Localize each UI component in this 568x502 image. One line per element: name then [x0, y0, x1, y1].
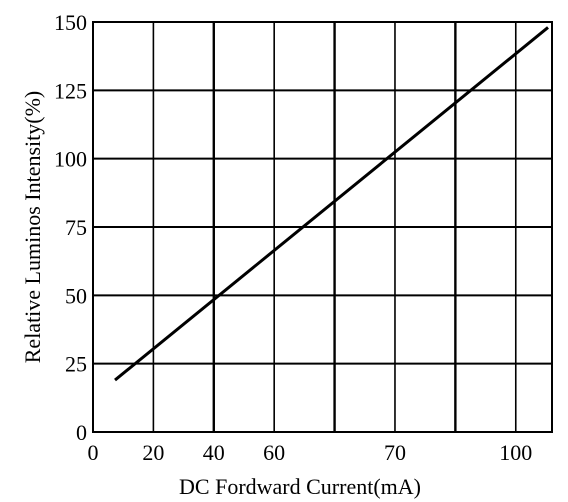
- x-tick-label-1: 20: [142, 440, 164, 465]
- x-axis-label: DC Fordward Current(mA): [179, 474, 421, 499]
- y-tick-label-3: 75: [65, 215, 87, 240]
- x-tick-label-0: 0: [88, 440, 99, 465]
- plot-frame: [92, 21, 553, 433]
- x-tick-labels: 0 20 40 60 70 100: [88, 440, 533, 465]
- series-line-0: [114, 26, 549, 382]
- x-tick-label-4: 70: [384, 440, 406, 465]
- y-tick-label-0: 0: [76, 420, 87, 445]
- x-tick-label-2: 40: [203, 440, 225, 465]
- y-tick-label-6: 150: [54, 10, 87, 35]
- y-tick-labels: 0 25 50 75 100 125 150: [54, 10, 87, 445]
- y-tick-label-1: 25: [65, 352, 87, 377]
- series-layer: [114, 26, 549, 382]
- x-tick-label-3: 60: [263, 440, 285, 465]
- x-tick-label-5: 100: [499, 440, 532, 465]
- y-tick-label-4: 100: [54, 147, 87, 172]
- y-tick-label-2: 50: [65, 283, 87, 308]
- y-axis-label: Relative Luminos Intensity(%): [20, 91, 45, 364]
- horizontal-gridlines: [93, 89, 552, 365]
- y-tick-label-5: 125: [54, 78, 87, 103]
